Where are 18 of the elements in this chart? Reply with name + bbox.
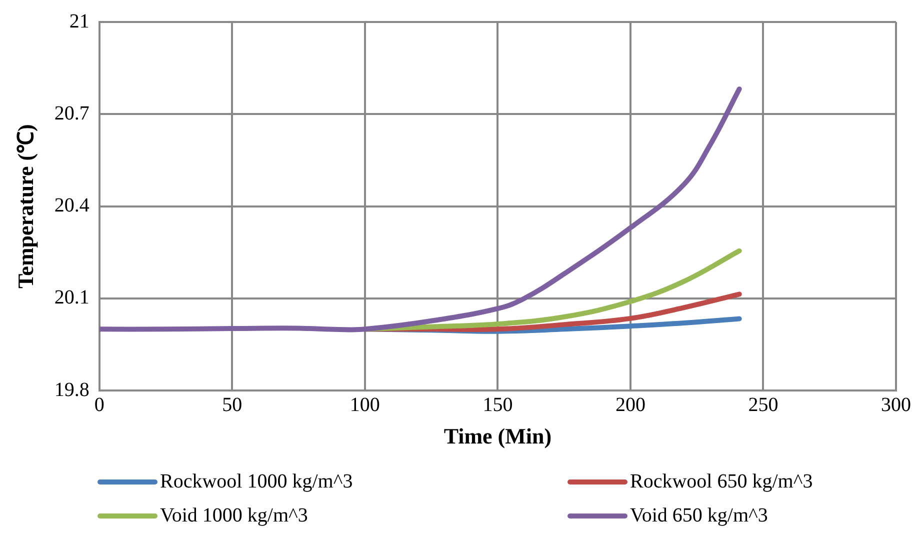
x-axis-title: Time (Min)	[444, 423, 552, 448]
x-tick-label: 50	[222, 394, 242, 416]
x-tick-label: 250	[748, 394, 778, 416]
legend-label: Void 650 kg/m^3	[630, 504, 768, 526]
x-tick-label: 150	[482, 394, 513, 416]
y-tick-label: 20.4	[54, 194, 90, 217]
legend-label: Rockwool 1000 kg/m^3	[160, 470, 353, 492]
x-tick-label: 100	[350, 394, 380, 416]
y-axis-title: Temperature (℃)	[12, 124, 38, 288]
legend-label: Void 1000 kg/m^3	[160, 504, 308, 526]
legend-label: Rockwool 650 kg/m^3	[630, 470, 813, 492]
x-tick-label: 0	[94, 394, 104, 416]
x-tick-label: 300	[881, 394, 911, 416]
x-tick-label: 200	[615, 394, 646, 416]
y-tick-label: 20.1	[54, 286, 90, 309]
y-tick-label: 19.8	[54, 378, 90, 401]
y-tick-label: 21	[69, 10, 90, 32]
y-tick-label: 20.7	[54, 102, 90, 124]
